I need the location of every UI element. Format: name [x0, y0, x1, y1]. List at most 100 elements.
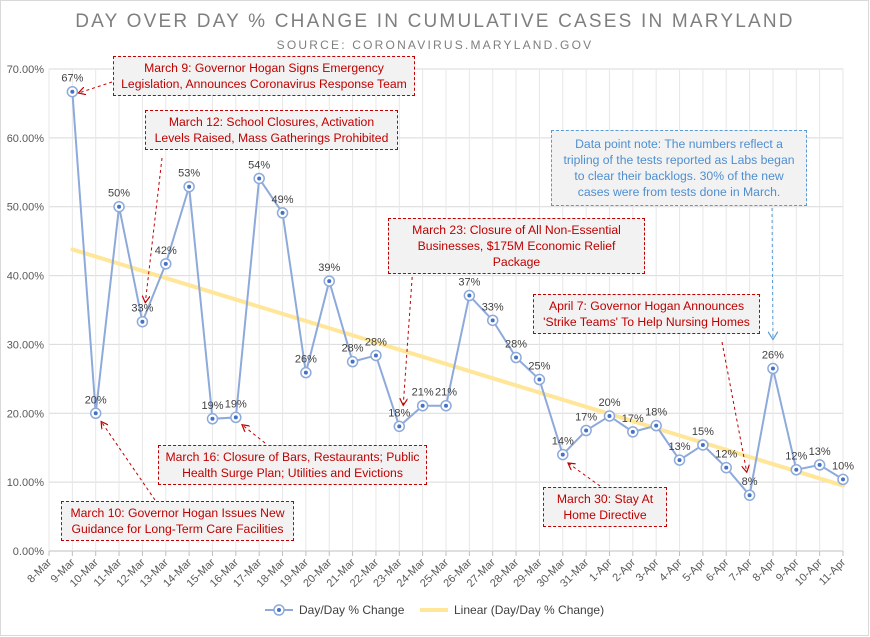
data-point-center — [747, 493, 752, 498]
x-tick-label: 6-Apr — [704, 556, 732, 584]
y-tick-label: 50.00% — [7, 202, 45, 214]
data-label: 20% — [598, 397, 620, 409]
data-label: 50% — [108, 188, 130, 200]
annotation-march-30: March 30: Stay At Home Directive — [543, 487, 667, 527]
x-tick-label: 5-Apr — [680, 556, 708, 584]
data-label: 37% — [458, 277, 480, 289]
annotation-march-10: March 10: Governor Hogan Issues New Guid… — [61, 501, 294, 541]
y-tick-label: 40.00% — [7, 271, 45, 283]
annotation-march-9: March 9: Governor Hogan Signs Emergency … — [113, 56, 415, 96]
y-tick-label: 70.00% — [7, 64, 45, 76]
data-label: 53% — [178, 168, 200, 180]
series-line — [71, 91, 844, 498]
data-label: 39% — [318, 262, 340, 274]
arrow-march-16 — [243, 425, 266, 444]
data-point-center — [584, 428, 589, 433]
x-tick-label: 11-Apr — [817, 556, 848, 587]
x-tick-label: 2-Apr — [610, 556, 638, 584]
data-point-center — [303, 370, 308, 375]
legend-trend-swatch — [420, 608, 448, 612]
data-point-center — [373, 353, 378, 358]
data-point-center — [490, 318, 495, 323]
data-point-center — [257, 176, 262, 181]
data-label: 19% — [201, 400, 223, 412]
data-label: 14% — [552, 436, 574, 448]
data-label: 17% — [622, 413, 644, 425]
data-label: 25% — [528, 361, 550, 373]
data-point-center — [607, 414, 612, 419]
data-label: 28% — [342, 343, 364, 355]
data-point-center — [841, 477, 845, 482]
annotation-march-16: March 16: Closure of Bars, Restaurants; … — [158, 445, 427, 485]
data-point-center — [444, 403, 448, 408]
data-point-center — [210, 416, 215, 421]
data-point-center — [70, 89, 75, 94]
data-point-center — [677, 458, 682, 463]
annotation-march-23: March 23: Closure of All Non-Essential B… — [388, 218, 645, 274]
data-label: 26% — [762, 350, 784, 362]
x-tick-label: 8-Apr — [751, 556, 779, 584]
y-tick-label: 60.00% — [7, 133, 45, 145]
data-point-center — [537, 377, 542, 382]
data-label: 49% — [272, 194, 294, 206]
legend: Day/Day % Change Linear (Day/Day % Chang… — [0, 603, 870, 623]
x-tick-label: 7-Apr — [727, 556, 755, 584]
data-point-center — [187, 184, 192, 189]
data-label: 18% — [388, 407, 410, 419]
data-point-center — [467, 293, 472, 298]
data-point-center — [770, 366, 775, 371]
data-label: 18% — [645, 407, 667, 419]
data-label: 28% — [505, 339, 527, 351]
data-point-center — [724, 465, 729, 470]
legend-item-trend: Linear (Day/Day % Change) — [420, 603, 604, 617]
data-point-center — [163, 261, 168, 266]
data-label: 10% — [832, 460, 854, 472]
annotation-april-7: April 7: Governor Hogan Announces 'Strik… — [533, 294, 760, 334]
x-tick-label: 4-Apr — [657, 556, 685, 584]
data-label: 19% — [225, 398, 247, 410]
arrow-march-10 — [102, 422, 156, 501]
chart-subtitle: SOURCE: CORONAVIRUS.MARYLAND.GOV — [276, 38, 594, 52]
data-label: 21% — [435, 387, 457, 399]
data-point-center — [397, 424, 402, 429]
trend-line — [70, 247, 845, 488]
legend-trend-label: Linear (Day/Day % Change) — [454, 603, 605, 617]
data-label: 20% — [85, 394, 107, 406]
arrow-march-30 — [569, 464, 601, 487]
data-label: 26% — [295, 354, 317, 366]
data-label: 13% — [809, 446, 831, 458]
data-label: 42% — [155, 245, 177, 257]
data-label: 33% — [131, 303, 153, 315]
data-point-center — [280, 210, 285, 215]
data-label: 33% — [482, 301, 504, 313]
data-label: 54% — [248, 159, 270, 171]
annotation-march-12: March 12: School Closures, Activation Le… — [145, 110, 398, 150]
data-point-center — [817, 462, 822, 467]
data-point-center — [420, 403, 425, 408]
data-label: 17% — [575, 412, 597, 424]
data-point-center — [327, 279, 332, 284]
y-tick-label: 20.00% — [7, 408, 45, 420]
data-point-center — [630, 429, 635, 434]
data-label: 12% — [715, 449, 737, 461]
data-label: 21% — [412, 387, 434, 399]
arrow-april-7 — [721, 341, 747, 471]
legend-series-swatch — [265, 604, 293, 616]
data-point-center — [560, 452, 565, 457]
data-label: 12% — [785, 451, 807, 463]
data-label: 15% — [692, 426, 714, 438]
data-point-center — [233, 415, 238, 420]
annotation-data-note: Data point note: The numbers reflect a t… — [551, 130, 807, 206]
arrow-march-23 — [403, 264, 414, 404]
x-tick-label: 3-Apr — [634, 556, 662, 584]
y-tick-label: 10.00% — [7, 477, 45, 489]
data-label: 13% — [669, 441, 691, 453]
x-tick-label: 1-Apr — [587, 556, 615, 584]
data-point-center — [117, 204, 122, 209]
data-point-center — [350, 359, 355, 364]
data-label: 67% — [61, 73, 83, 85]
legend-series-label: Day/Day % Change — [299, 603, 405, 617]
data-point-center — [700, 442, 705, 447]
